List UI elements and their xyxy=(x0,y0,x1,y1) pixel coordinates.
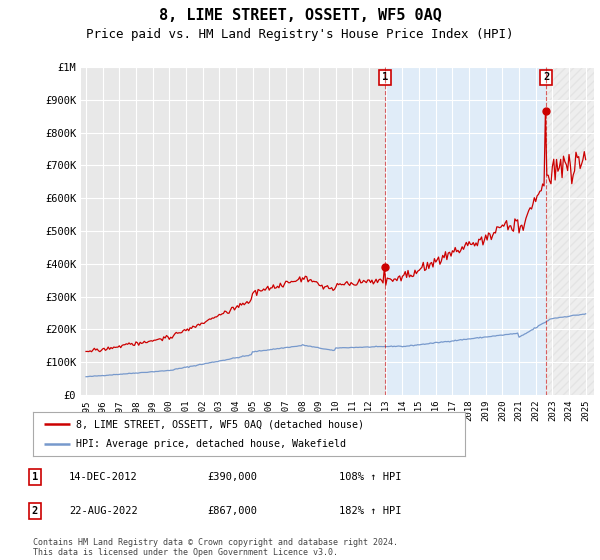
Text: 8, LIME STREET, OSSETT, WF5 0AQ (detached house): 8, LIME STREET, OSSETT, WF5 0AQ (detache… xyxy=(76,419,364,429)
Text: Price paid vs. HM Land Registry's House Price Index (HPI): Price paid vs. HM Land Registry's House … xyxy=(86,28,514,41)
Text: HPI: Average price, detached house, Wakefield: HPI: Average price, detached house, Wake… xyxy=(76,439,346,449)
Text: 1: 1 xyxy=(32,472,38,482)
Text: 2: 2 xyxy=(32,506,38,516)
Text: £867,000: £867,000 xyxy=(207,506,257,516)
Text: 182% ↑ HPI: 182% ↑ HPI xyxy=(339,506,401,516)
Text: 8, LIME STREET, OSSETT, WF5 0AQ: 8, LIME STREET, OSSETT, WF5 0AQ xyxy=(158,8,442,24)
Text: 108% ↑ HPI: 108% ↑ HPI xyxy=(339,472,401,482)
Text: Contains HM Land Registry data © Crown copyright and database right 2024.
This d: Contains HM Land Registry data © Crown c… xyxy=(33,538,398,557)
Text: 14-DEC-2012: 14-DEC-2012 xyxy=(69,472,138,482)
Text: 1: 1 xyxy=(382,72,388,82)
Text: £390,000: £390,000 xyxy=(207,472,257,482)
Bar xyxy=(546,67,594,395)
Text: 2: 2 xyxy=(543,72,550,82)
Text: 22-AUG-2022: 22-AUG-2022 xyxy=(69,506,138,516)
Bar xyxy=(385,67,546,395)
